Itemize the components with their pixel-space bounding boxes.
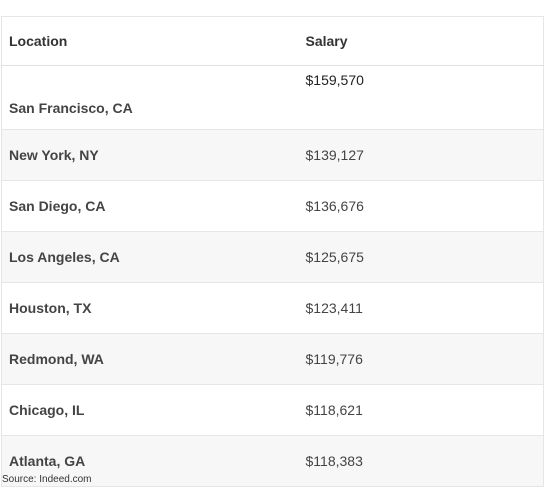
table-header: Location Salary [1, 16, 544, 66]
table-body: San Francisco, CA $159,570 New York, NY … [1, 65, 544, 487]
location-cell: San Diego, CA [1, 180, 299, 232]
table-row: Atlanta, GA $118,383 [1, 435, 544, 487]
salary-table: Location Salary San Francisco, CA $159,5… [1, 16, 544, 487]
salary-table-container: Location Salary San Francisco, CA $159,5… [1, 16, 544, 487]
location-cell: Los Angeles, CA [1, 231, 299, 283]
table-row: Chicago, IL $118,621 [1, 384, 544, 436]
location-cell: Atlanta, GA [1, 435, 299, 487]
salary-cell: $125,675 [298, 231, 544, 283]
table-row: Los Angeles, CA $125,675 [1, 231, 544, 283]
salary-cell: $159,570 [298, 65, 544, 130]
salary-cell: $118,383 [298, 435, 544, 487]
salary-cell: $139,127 [298, 129, 544, 181]
header-row: Location Salary [1, 16, 544, 66]
location-cell: Redmond, WA [1, 333, 299, 385]
salary-cell: $123,411 [298, 282, 544, 334]
source-caption: Source: Indeed.com [2, 474, 92, 485]
salary-cell: $119,776 [298, 333, 544, 385]
salary-cell: $118,621 [298, 384, 544, 436]
table-row: Houston, TX $123,411 [1, 282, 544, 334]
location-column-header: Location [1, 16, 299, 66]
table-row: San Diego, CA $136,676 [1, 180, 544, 232]
salary-column-header: Salary [298, 16, 544, 66]
table-row: New York, NY $139,127 [1, 129, 544, 181]
location-cell: New York, NY [1, 129, 299, 181]
table-row: San Francisco, CA $159,570 [1, 65, 544, 130]
location-cell: Chicago, IL [1, 384, 299, 436]
table-row: Redmond, WA $119,776 [1, 333, 544, 385]
location-cell: San Francisco, CA [1, 65, 299, 130]
location-cell: Houston, TX [1, 282, 299, 334]
salary-cell: $136,676 [298, 180, 544, 232]
